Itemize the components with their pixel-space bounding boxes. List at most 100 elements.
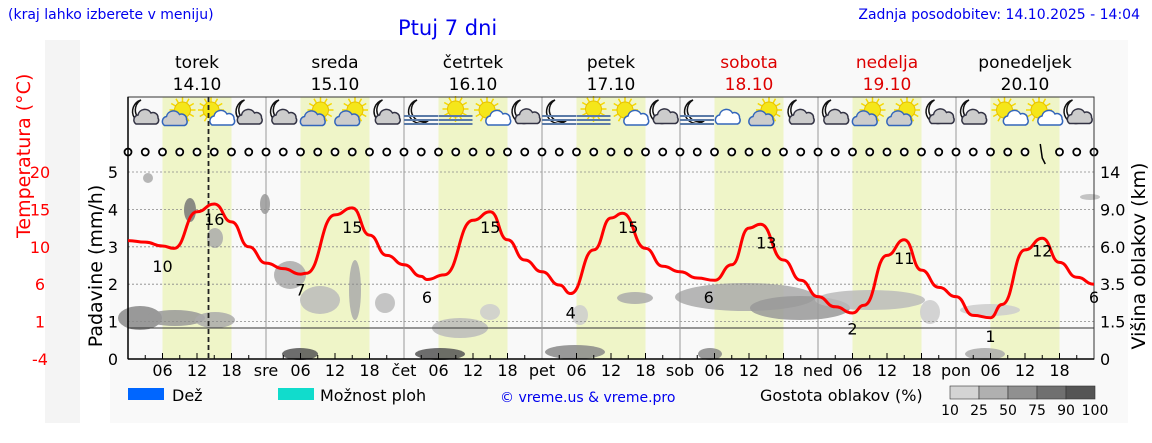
sun-ray xyxy=(899,98,904,104)
cloud-shape xyxy=(886,110,913,127)
sun-ray xyxy=(189,113,195,118)
cloud-density-blob xyxy=(480,304,500,320)
sun-disc xyxy=(585,100,602,118)
wind-calm-marker xyxy=(209,147,219,157)
sun-cloud-icon xyxy=(334,97,368,127)
wind-calm-marker xyxy=(227,147,236,157)
temperature-label: 15 xyxy=(480,218,500,237)
page-title: Ptuj 7 dni xyxy=(398,16,498,40)
sun-ray xyxy=(775,102,781,107)
sun-ray xyxy=(997,98,1002,104)
cloud-shape xyxy=(485,109,512,126)
temperature-label: 12 xyxy=(1032,241,1052,260)
moon-small-cloud-icon xyxy=(511,99,541,125)
day-name: nedelja xyxy=(856,53,918,73)
cloud-shape xyxy=(714,108,741,125)
cloud-scale-label: 50 xyxy=(999,403,1017,419)
wind-calm-marker xyxy=(140,147,150,157)
hour-tick-label: 06 xyxy=(566,361,586,380)
temp-tick-label: 6 xyxy=(35,275,45,294)
moon-cloud-icon xyxy=(269,99,298,125)
cloud-scale-swatch xyxy=(1036,385,1067,400)
day-name: četrtek xyxy=(443,53,504,73)
location-hint: (kraj lahko izberete v meniju) xyxy=(8,7,214,23)
day-name: sobota xyxy=(720,53,778,73)
cloud-icon xyxy=(714,108,741,125)
wind-calm-marker xyxy=(520,147,530,157)
sun-ray xyxy=(860,102,866,107)
moon-fog-icon xyxy=(404,99,438,125)
sun-ray xyxy=(203,116,208,122)
wind-calm-marker xyxy=(917,147,926,157)
wind-calm-marker xyxy=(865,147,875,157)
sun-ray xyxy=(596,97,601,103)
wind-calm-marker xyxy=(692,147,702,157)
temp-tick-label: 10 xyxy=(30,238,50,257)
legend: Dež Možnost ploh © vreme.us & vreme.pro … xyxy=(128,385,1109,419)
sun-ray xyxy=(203,98,208,104)
wind-calm-marker xyxy=(899,147,909,157)
sun-ray xyxy=(479,98,484,104)
wind-calm-marker xyxy=(365,147,374,157)
cloud-height-axis-label: Višina oblakov (km) xyxy=(1128,163,1150,350)
sun-fog-icon xyxy=(576,96,611,125)
moon-small-cloud-icon xyxy=(925,99,955,125)
sun-ray xyxy=(586,97,591,103)
hour-tick-label: 06 xyxy=(290,361,310,380)
cloud-density-blob xyxy=(207,228,223,248)
sun-small-cloud-icon xyxy=(474,97,512,126)
moon-small-cloud-icon xyxy=(1063,99,1093,125)
wind-calm-marker xyxy=(261,147,271,157)
moon-fog-icon xyxy=(680,99,714,125)
sun-ray xyxy=(323,98,328,104)
sun-ray xyxy=(600,101,606,106)
cloud-height-tick-label: 1.5 xyxy=(1100,313,1125,332)
hour-tick-label: 18 xyxy=(773,361,793,380)
wind-calm-marker xyxy=(623,147,633,157)
cloud-density-blob xyxy=(617,292,653,304)
precip-tick-label: 0 xyxy=(108,350,118,369)
cloud-scale-label: 25 xyxy=(970,403,988,419)
sun-small-cloud-icon xyxy=(991,97,1029,126)
cloud-density-blob xyxy=(375,293,395,313)
hour-tick-label: 18 xyxy=(1049,361,1069,380)
temp-tick-label: 1 xyxy=(35,313,45,332)
sun-ray xyxy=(992,113,998,118)
hour-tick-label: 06 xyxy=(152,361,172,380)
daytime-band xyxy=(852,97,922,359)
sun-ray xyxy=(493,102,499,107)
sun-ray xyxy=(185,98,190,104)
credit-link[interactable]: © vreme.us & vreme.pro xyxy=(500,390,675,406)
cloud-height-tick-label: 3.5 xyxy=(1100,275,1125,294)
hour-tick-label: 12 xyxy=(187,361,207,380)
temperature-label: 13 xyxy=(756,234,776,253)
wind-calm-marker xyxy=(158,147,167,157)
cloud-shape xyxy=(236,108,263,125)
wind-calm-marker xyxy=(675,147,685,157)
cloud-shape xyxy=(514,108,541,125)
cloud-shape xyxy=(928,108,955,125)
wind-calm-marker xyxy=(934,147,944,157)
cloud-scale-label: 90 xyxy=(1057,403,1075,419)
moon-cloud-icon xyxy=(959,99,988,125)
cloud-scale-label: 100 xyxy=(1082,403,1109,419)
cloud-shape xyxy=(652,108,679,125)
sun-ray xyxy=(1042,98,1047,104)
cloud-shape xyxy=(133,108,160,125)
wind-calm-marker xyxy=(503,147,512,157)
cloud-density-blob xyxy=(545,345,605,359)
sun-ray xyxy=(327,113,333,118)
cloud-density-blob xyxy=(1080,194,1100,200)
temperature-label: 6 xyxy=(1089,288,1099,307)
precip-tick-label: 3 xyxy=(108,238,118,257)
day-date: 17.10 xyxy=(587,75,636,95)
rain-legend-label: Dež xyxy=(172,386,203,405)
cloud-density-blob xyxy=(960,304,1020,316)
cloud-shape xyxy=(623,109,650,126)
sun-ray xyxy=(199,113,205,118)
cloud-shape xyxy=(961,108,988,125)
wind-calm-marker xyxy=(175,147,185,157)
sun-ray xyxy=(879,102,885,107)
sun-ray xyxy=(1027,102,1033,107)
storm-legend-label: Možnost ploh xyxy=(320,386,426,405)
